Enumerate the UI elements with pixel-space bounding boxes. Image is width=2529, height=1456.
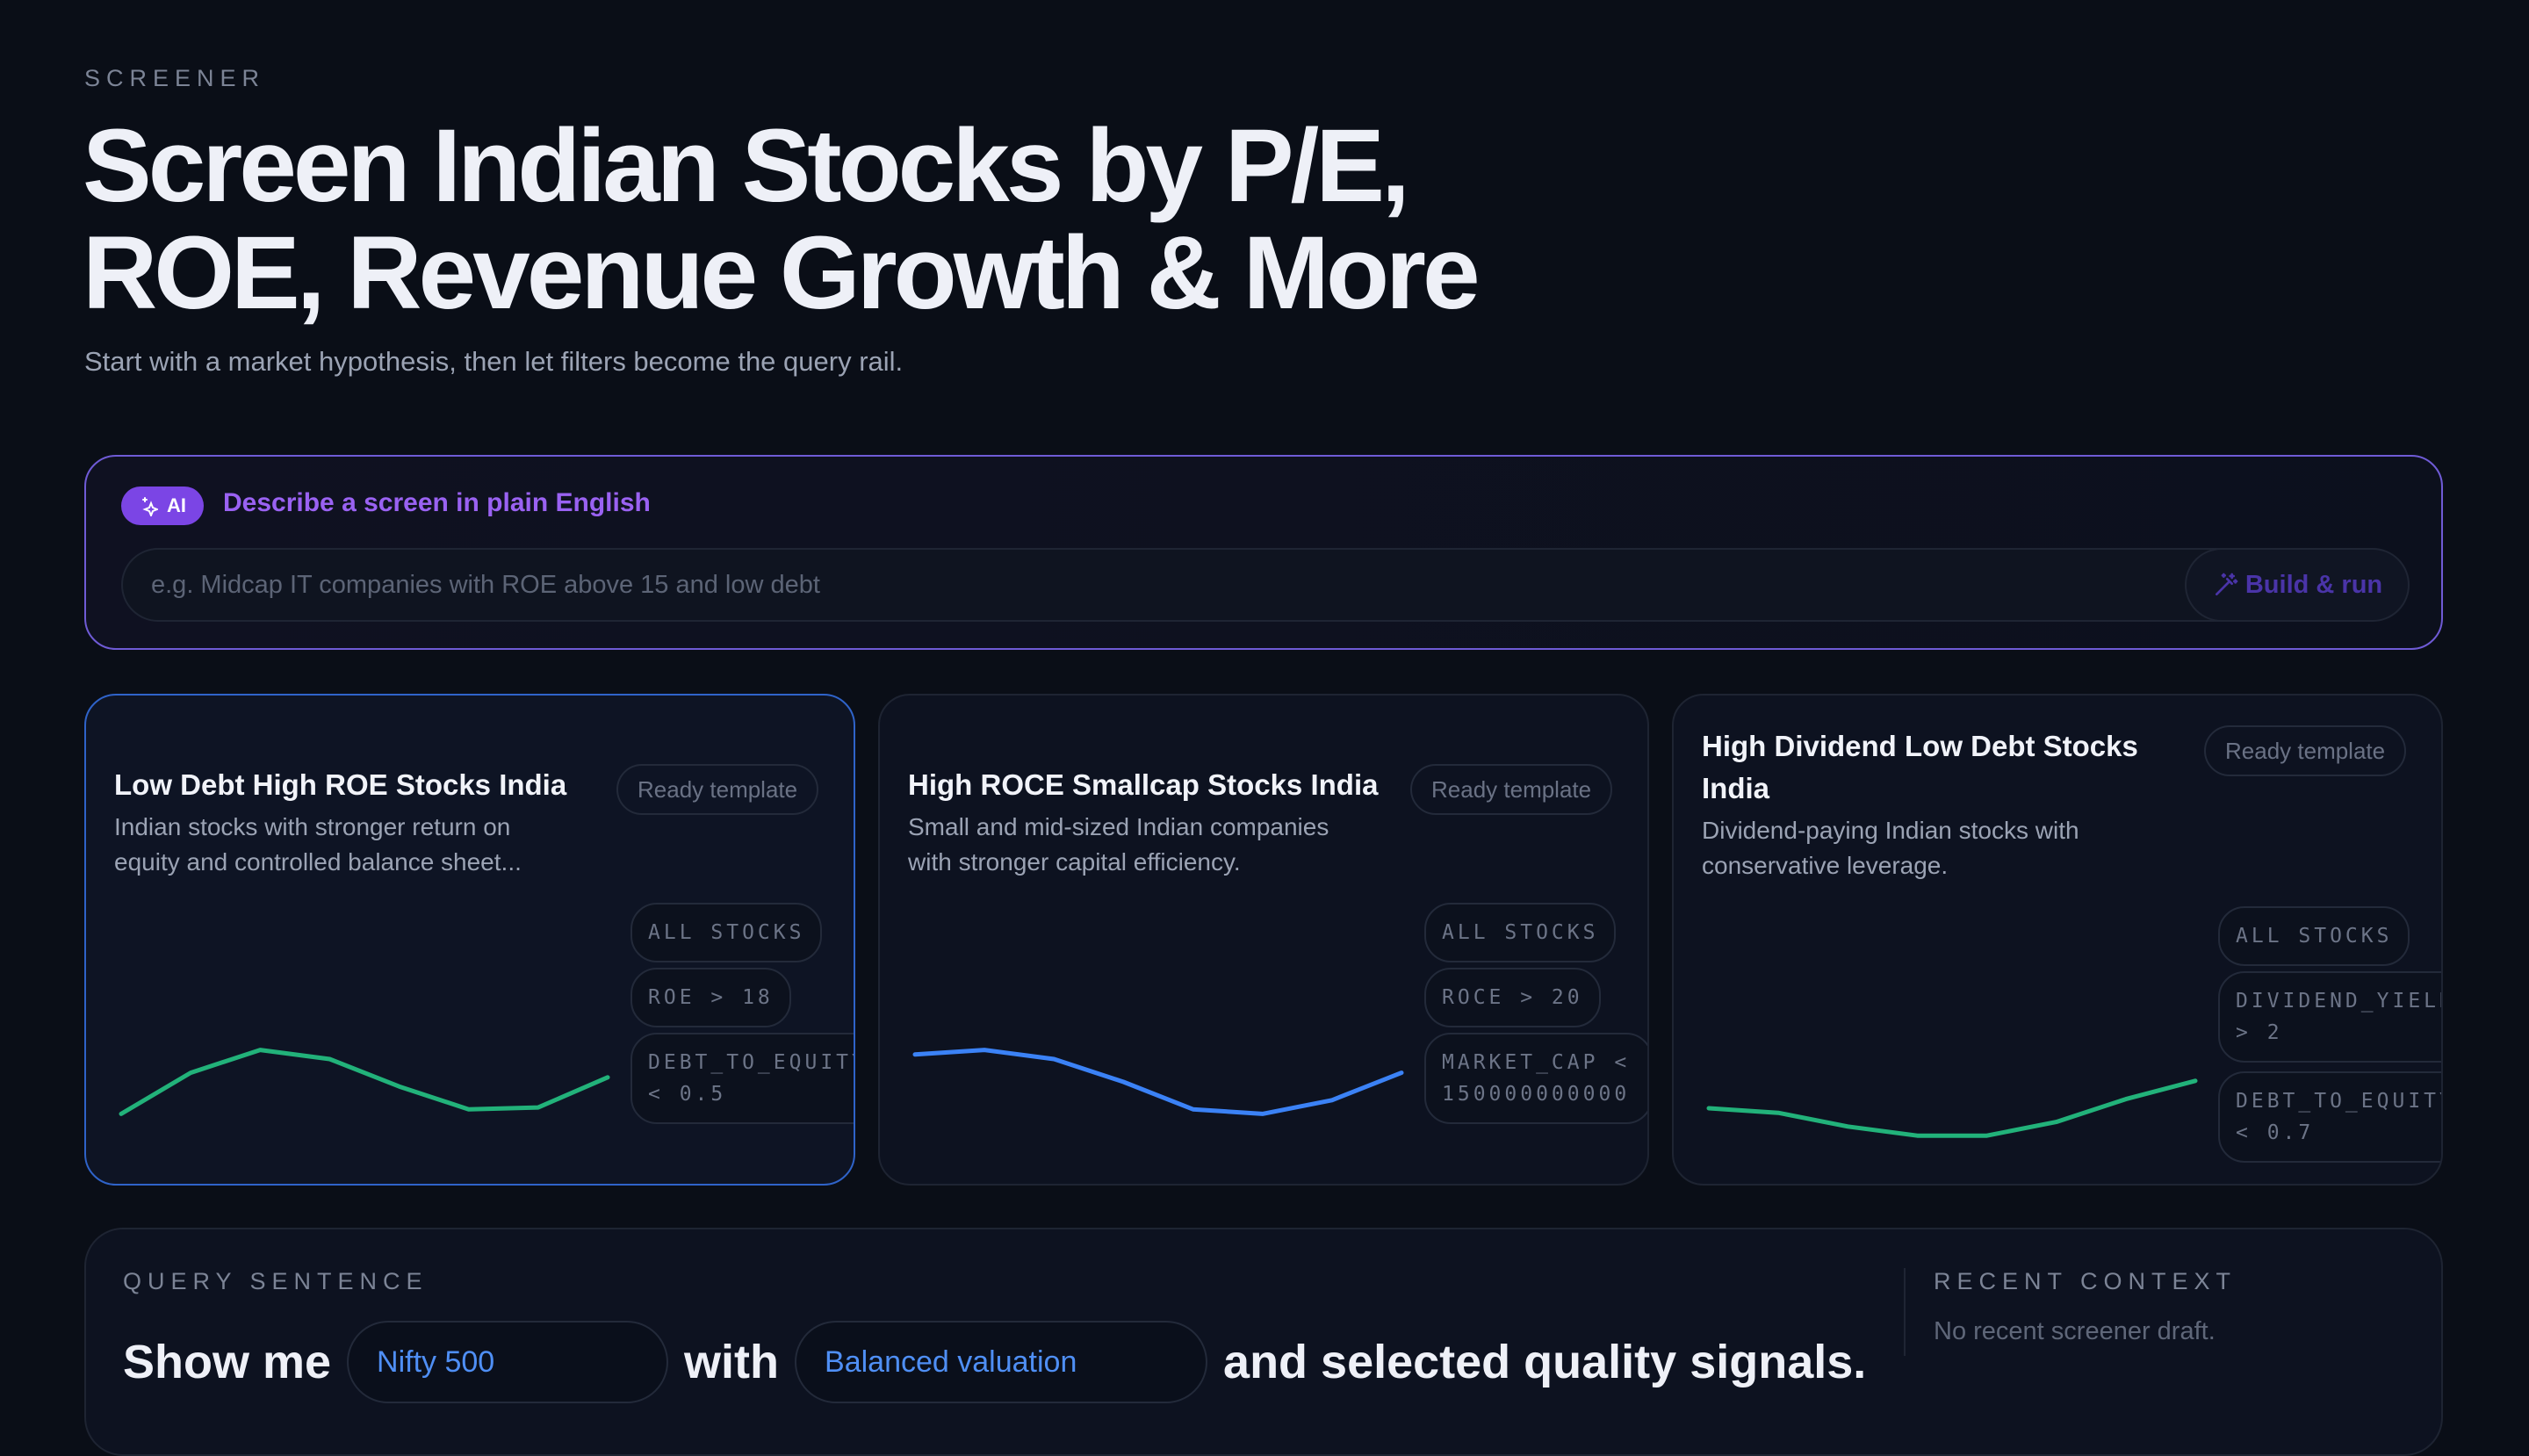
ai-prompt-label: Describe a screen in plain English — [223, 488, 651, 517]
valuation-selector[interactable]: Balanced valuation — [795, 1321, 1208, 1403]
screener-eyebrow: SCREENER — [84, 65, 266, 91]
sparkline-line — [1706, 1078, 2198, 1138]
filter-chip-dividend-yield: DIVIDEND_YIELD > 2 — [2218, 971, 2441, 1063]
sparkline-chart — [1706, 1078, 2198, 1138]
build-and-run-button[interactable]: Build & run — [2185, 548, 2410, 622]
filter-chip-universe: ALL STOCKS — [2218, 906, 2410, 966]
ai-prompt-input[interactable] — [121, 548, 2257, 622]
ai-badge: AI — [121, 487, 204, 525]
filter-chip-universe: ALL STOCKS — [630, 903, 823, 962]
filter-chip-roce: ROCE > 20 — [1424, 968, 1601, 1027]
query-prefix: Show me — [123, 1336, 332, 1388]
sparkline-line — [912, 1048, 1404, 1116]
card-description: Indian stocks with stronger return on eq… — [114, 813, 522, 876]
template-card-high-dividend-low-debt[interactable]: High Dividend Low Debt Stocks India Divi… — [1672, 694, 2443, 1186]
card-description: Small and mid-sized Indian companies wit… — [908, 813, 1329, 876]
query-suffix: and selected quality signals. — [1223, 1336, 1867, 1388]
template-card-low-debt-high-roe[interactable]: Low Debt High ROE Stocks India Indian st… — [84, 694, 855, 1186]
filter-chip-universe: ALL STOCKS — [1424, 903, 1617, 962]
query-sentence: Show me Nifty 500 with Balanced valuatio… — [123, 1321, 1866, 1403]
ready-template-badge: Ready template — [2204, 725, 2407, 776]
page-subtitle: Start with a market hypothesis, then let… — [84, 346, 904, 377]
query-sentence-panel: QUERY SENTENCE Show me Nifty 500 with Ba… — [84, 1228, 2443, 1456]
card-description: Dividend-paying Indian stocks with conse… — [1702, 817, 2079, 879]
divider — [1904, 1268, 1906, 1356]
recent-context-text: No recent screener draft. — [1934, 1317, 2216, 1345]
filter-chip-roe: ROE > 18 — [630, 968, 791, 1027]
sparkline-chart — [912, 1048, 1404, 1116]
universe-selector[interactable]: Nifty 500 — [347, 1321, 669, 1403]
card-title: High Dividend Low Debt Stocks India — [1702, 730, 2138, 804]
filter-chip-market-cap: MARKET_CAP < 150000000000 — [1424, 1033, 1647, 1124]
magic-wand-icon — [2215, 573, 2238, 595]
page-title-line-1: Screen Indian Stocks by P/E, — [83, 108, 1410, 224]
query-sentence-eyebrow: QUERY SENTENCE — [123, 1268, 429, 1294]
ready-template-badge: Ready template — [616, 764, 819, 815]
filter-chip-debt-to-equity: DEBT_TO_EQUITY < 0.7 — [2218, 1071, 2441, 1163]
query-connector: with — [684, 1336, 780, 1388]
sparkline-line — [119, 1048, 610, 1116]
build-and-run-label: Build & run — [2244, 570, 2383, 599]
page-title: Screen Indian Stocks by P/E, ROE, Revenu… — [83, 112, 1575, 327]
template-card-high-roce-smallcap[interactable]: High ROCE Smallcap Stocks India Small an… — [878, 694, 1649, 1186]
ai-badge-label: AI — [167, 494, 186, 516]
sparkline-chart — [119, 1048, 610, 1116]
card-title: High ROCE Smallcap Stocks India — [908, 768, 1379, 801]
page-title-line-2: ROE, Revenue Growth & More — [83, 215, 1481, 331]
recent-context-eyebrow: RECENT CONTEXT — [1934, 1268, 2237, 1294]
filter-chip-debt-to-equity: DEBT_TO_EQUITY < 0.5 — [630, 1033, 854, 1124]
sparkle-icon — [142, 497, 158, 516]
card-title: Low Debt High ROE Stocks India — [114, 768, 567, 801]
ready-template-badge: Ready template — [1410, 764, 1613, 815]
ai-prompt-panel: AI Describe a screen in plain English Bu… — [84, 455, 2443, 650]
